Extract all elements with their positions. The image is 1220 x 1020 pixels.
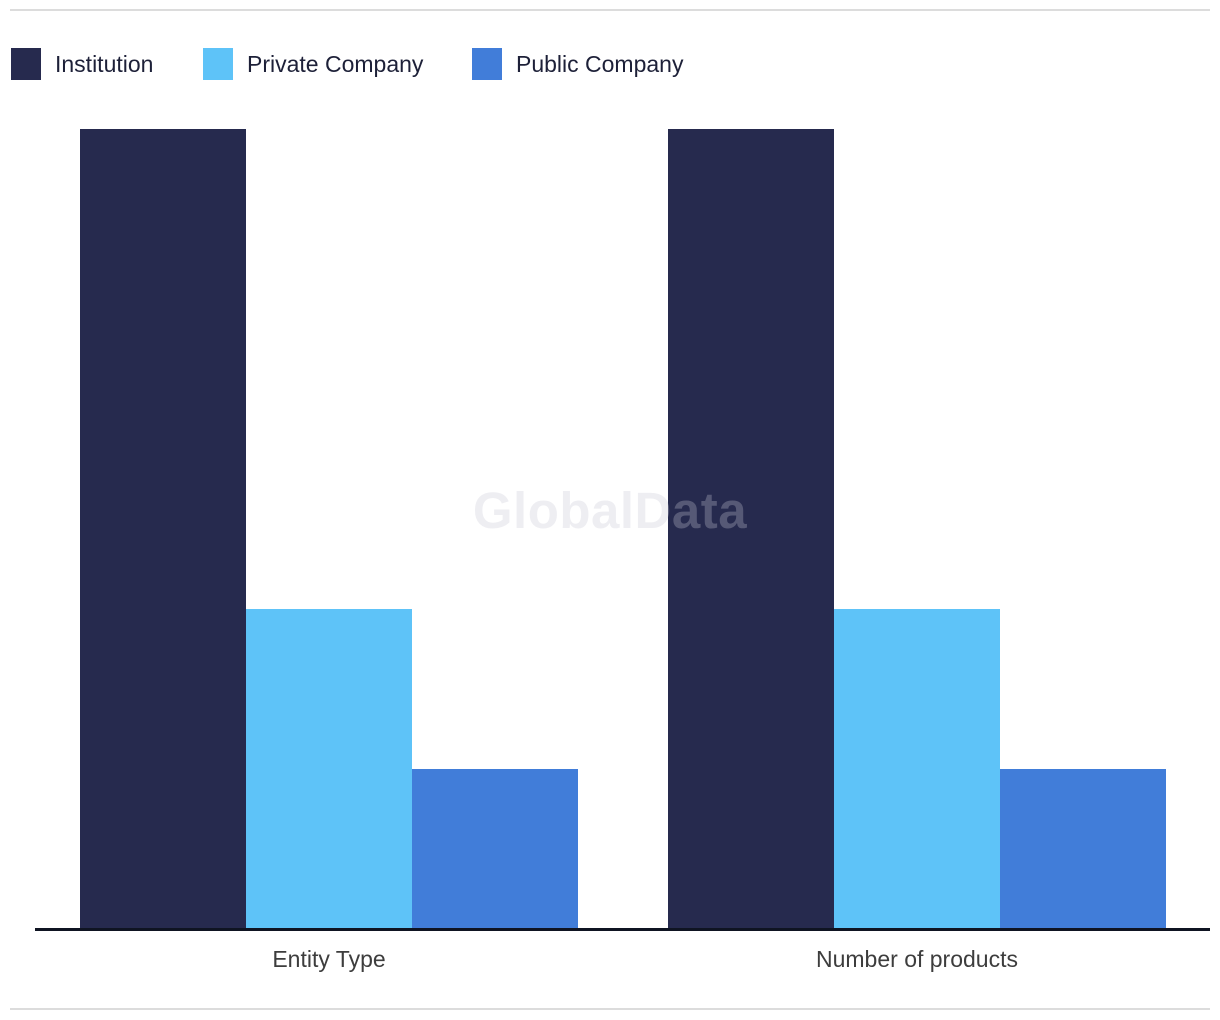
bar-public-company-number-of-products[interactable] [1000, 769, 1166, 929]
legend-label-public-company: Public Company [516, 50, 684, 77]
legend-label-institution: Institution [55, 50, 154, 77]
legend-label-private-company: Private Company [247, 50, 424, 77]
bar-private-company-number-of-products[interactable] [834, 609, 1000, 929]
plot-area: GlobalData [80, 129, 1166, 929]
x-axis-category-label-number-of-products: Number of products [816, 946, 1018, 972]
legend-item-public-company[interactable]: Public Company [472, 48, 683, 80]
bar-institution-entity-type[interactable] [80, 129, 246, 929]
bottom-divider [10, 1008, 1210, 1010]
legend-swatch-private-company-icon [203, 48, 233, 80]
legend-item-institution[interactable]: Institution [11, 48, 153, 80]
bar-public-company-entity-type[interactable] [412, 769, 578, 929]
legend-swatch-public-company-icon [472, 48, 502, 80]
legend: Institution Private Company Public Compa… [0, 48, 1220, 80]
legend-item-private-company[interactable]: Private Company [203, 48, 423, 80]
x-axis-category-label-entity-type: Entity Type [272, 946, 386, 972]
legend-swatch-institution-icon [11, 48, 41, 80]
bar-institution-number-of-products[interactable] [668, 129, 834, 929]
bar-private-company-entity-type[interactable] [246, 609, 412, 929]
x-axis-line [35, 928, 1210, 931]
top-divider [10, 9, 1210, 11]
